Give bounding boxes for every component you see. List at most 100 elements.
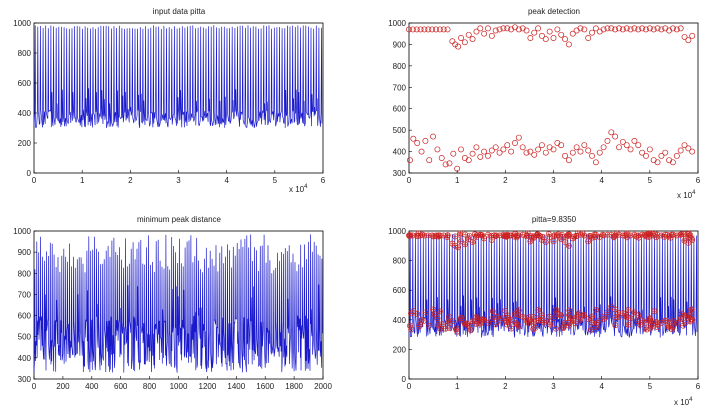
x-tick-label: 4 — [224, 176, 229, 185]
peak-marker — [422, 309, 429, 316]
peak-marker — [615, 309, 622, 316]
peak-marker — [513, 234, 520, 241]
peak-marker — [608, 303, 615, 310]
x-tick-label: 200 — [56, 382, 70, 391]
peak-marker — [566, 312, 573, 319]
peak-marker — [604, 309, 611, 316]
peak-marker — [562, 152, 569, 159]
peak-marker — [506, 232, 513, 239]
y-tick-label: 700 — [18, 290, 32, 299]
peak-marker — [670, 317, 677, 324]
peak-marker — [637, 321, 644, 328]
peak-marker — [581, 312, 587, 318]
peak-marker — [624, 234, 631, 241]
peak-marker — [539, 233, 546, 240]
peak-marker — [538, 32, 545, 39]
x-tick-label: 0 — [407, 176, 412, 185]
peak-marker — [565, 41, 572, 48]
peak-marker — [477, 153, 484, 160]
peak-marker — [581, 26, 588, 33]
peak-marker — [414, 310, 421, 317]
peak-marker — [654, 25, 661, 32]
peak-marker — [458, 146, 464, 153]
peak-marker — [538, 317, 544, 324]
peak-marker — [535, 146, 542, 153]
peak-marker — [677, 25, 684, 32]
panel-2-x-ticks: 0 1 2 3 4 5 6 — [407, 170, 701, 185]
peak-marker — [592, 159, 599, 166]
peak-marker — [504, 321, 511, 328]
peak-marker — [587, 233, 594, 239]
peak-marker — [616, 25, 622, 32]
peak-marker — [523, 27, 530, 34]
peak-marker — [678, 231, 685, 238]
peak-marker — [515, 26, 522, 33]
peak-marker — [418, 148, 425, 155]
peak-marker — [592, 324, 599, 331]
peak-marker — [463, 320, 470, 327]
panel-3-plot — [33, 234, 323, 373]
peak-marker — [508, 325, 515, 332]
x-tick-label: 1 — [80, 176, 85, 185]
peak-marker — [465, 31, 472, 38]
peak-marker — [420, 318, 427, 324]
peak-marker — [569, 30, 576, 37]
peak-marker — [589, 313, 596, 320]
peak-marker — [600, 144, 607, 151]
panel-2-title: peak detection — [528, 7, 580, 16]
peak-marker — [647, 325, 654, 332]
y-tick-label: 400 — [393, 148, 407, 157]
peak-marker — [652, 230, 658, 237]
signal-series-line — [33, 234, 323, 373]
peak-marker — [631, 309, 638, 316]
peak-marker — [612, 232, 619, 239]
peak-marker — [566, 307, 573, 314]
peak-marker — [445, 318, 452, 325]
peak-marker — [645, 231, 652, 238]
peak-marker — [488, 147, 495, 154]
peak-marker — [610, 234, 617, 241]
peak-marker — [469, 239, 476, 246]
peak-marker — [458, 238, 464, 245]
peak-marker — [565, 242, 572, 249]
panel-1-x-ticks: 0 1 2 3 4 5 6 — [32, 170, 326, 185]
y-tick-label: 800 — [18, 49, 32, 58]
peak-marker — [535, 25, 542, 32]
peak-marker — [552, 325, 559, 332]
peak-marker — [654, 159, 661, 166]
peak-marker — [680, 322, 687, 329]
peak-marker — [619, 138, 626, 145]
x-tick-label: 2 — [503, 382, 508, 391]
peak-marker — [687, 318, 694, 325]
y-tick-label: 200 — [393, 345, 407, 354]
peak-marker — [588, 326, 595, 333]
peak-marker — [572, 320, 579, 327]
peak-marker — [502, 307, 509, 314]
peak-marker — [673, 319, 680, 326]
peak-marker — [479, 316, 486, 323]
y-tick-label: 300 — [18, 375, 32, 384]
peak-marker — [681, 33, 688, 40]
peak-marker — [670, 159, 676, 166]
peak-marker — [608, 25, 615, 32]
peak-marker — [689, 32, 696, 39]
peak-marker — [473, 320, 480, 327]
peak-marker — [508, 148, 515, 155]
y-tick-label: 1000 — [13, 19, 31, 28]
panel-4-plot — [406, 230, 698, 338]
peak-marker — [504, 25, 511, 32]
peak-marker — [433, 26, 439, 33]
peak-marker — [579, 230, 586, 237]
x-tick-label: 2 — [503, 176, 508, 185]
x-tick-label: 3 — [551, 382, 556, 391]
peak-marker — [408, 310, 414, 317]
peak-marker — [406, 231, 413, 238]
peak-marker — [662, 317, 669, 324]
peak-marker — [573, 232, 580, 239]
peak-marker — [546, 28, 553, 35]
x-tick-label: 5 — [648, 176, 653, 185]
peak-marker — [562, 36, 569, 43]
peak-marker — [440, 26, 447, 33]
peak-marker — [525, 320, 532, 327]
peak-marker — [612, 322, 619, 329]
